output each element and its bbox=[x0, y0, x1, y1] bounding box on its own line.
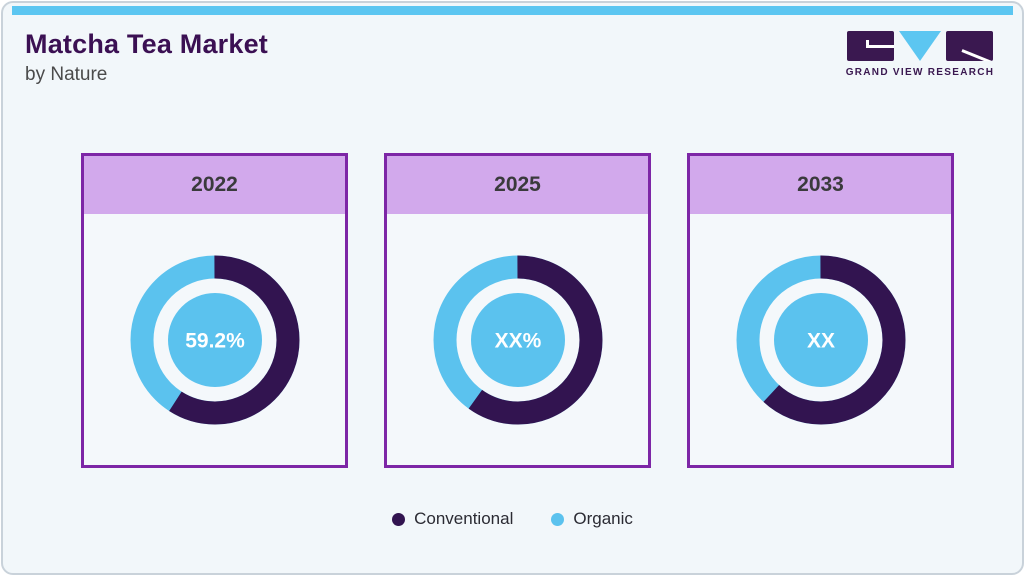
legend-item-conventional: Conventional bbox=[392, 509, 513, 529]
card-2025-year-label: 2025 bbox=[387, 156, 648, 214]
donut-center-circle bbox=[167, 292, 262, 387]
card-2033-year-label: 2033 bbox=[690, 156, 951, 214]
donut-conventional-segment bbox=[433, 255, 602, 424]
header: Matcha Tea Market by Nature bbox=[25, 29, 268, 86]
logo-wordmark: GRAND VIEW RESEARCH bbox=[845, 67, 995, 78]
page-subtitle: by Nature bbox=[25, 64, 108, 85]
logo-shapes bbox=[844, 31, 996, 61]
card-2022-year-label: 2022 bbox=[84, 156, 345, 214]
year-cards: 2022 59.2% 2025 XX% bbox=[81, 153, 954, 468]
organic-dot-icon bbox=[551, 512, 565, 526]
donut-center-label: XX bbox=[806, 329, 834, 352]
logo-letter-g-icon bbox=[847, 31, 894, 61]
donut-center-circle bbox=[773, 292, 868, 387]
conventional-dot-icon bbox=[392, 512, 406, 526]
card-2025-body: XX% bbox=[387, 214, 648, 465]
donut-chart-2022: 59.2% bbox=[130, 255, 299, 424]
donut-chart-2033: XX bbox=[736, 255, 905, 424]
grand-view-research-logo: GRAND VIEW RESEARCH bbox=[844, 31, 996, 78]
donut-center-label: XX% bbox=[494, 329, 541, 352]
card-2033: 2033 XX bbox=[687, 153, 954, 468]
donut-chart-2025: XX% bbox=[433, 255, 602, 424]
donut-conventional-segment bbox=[736, 255, 905, 424]
donut-conventional-segment bbox=[130, 255, 299, 424]
legend-item-organic: Organic bbox=[551, 509, 633, 529]
logo-letter-v-icon bbox=[899, 31, 941, 61]
legend: Conventional Organic bbox=[3, 509, 1022, 529]
page-title: Matcha Tea Market bbox=[25, 29, 268, 59]
card-2033-body: XX bbox=[690, 214, 951, 465]
logo-letter-r-icon bbox=[946, 31, 993, 61]
card-2022-body: 59.2% bbox=[84, 214, 345, 465]
legend-label-conventional: Conventional bbox=[414, 509, 514, 528]
donut-center-circle bbox=[470, 292, 565, 387]
card-2025: 2025 XX% bbox=[384, 153, 651, 468]
legend-label-organic: Organic bbox=[573, 509, 633, 528]
card-2022: 2022 59.2% bbox=[81, 153, 348, 468]
donut-center-label: 59.2% bbox=[185, 329, 245, 352]
top-accent-bar bbox=[12, 6, 1013, 15]
